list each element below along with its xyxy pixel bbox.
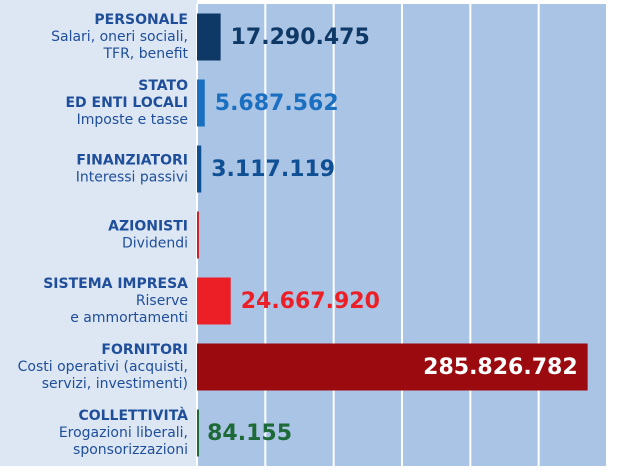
category-description: Imposte e tasse xyxy=(77,112,188,128)
bar xyxy=(197,145,202,193)
bar xyxy=(197,79,205,127)
category-description: TFR, benefit xyxy=(102,46,188,62)
bar xyxy=(197,343,588,391)
label-panel xyxy=(0,0,197,466)
category-description: Interessi passivi xyxy=(76,170,188,186)
category-label: AZIONISTI xyxy=(108,219,188,235)
category-description: Salari, oneri sociali, xyxy=(51,29,188,45)
category-description: Costi operativi (acquisti, xyxy=(18,359,188,375)
value-label: 24.667.920 xyxy=(241,289,380,314)
category-description: servizi, investimenti) xyxy=(42,376,188,392)
bar xyxy=(197,13,221,61)
category-description: Riserve xyxy=(136,293,188,309)
category-description: e ammortamenti xyxy=(70,310,188,326)
category-label: STATO xyxy=(138,78,188,94)
category-label: COLLETTIVITÀ xyxy=(78,407,188,424)
value-label: 84.155 xyxy=(207,421,292,446)
category-label: PERSONALE xyxy=(94,12,188,28)
category-label: FINANZIATORI xyxy=(76,153,188,169)
category-label: SISTEMA IMPRESA xyxy=(43,276,188,292)
category-label: FORNITORI xyxy=(101,342,188,358)
value-label: 5.687.562 xyxy=(215,91,339,116)
category-label: ED ENTI LOCALI xyxy=(65,95,188,111)
category-description: Dividendi xyxy=(122,236,188,252)
category-description: Erogazioni liberali, xyxy=(59,425,188,441)
value-label: 3.117.119 xyxy=(211,157,335,182)
value-label: 285.826.782 xyxy=(423,355,577,380)
value-label: 17.290.475 xyxy=(231,25,370,50)
category-description: sponsorizzazioni xyxy=(73,442,188,458)
bar xyxy=(197,277,231,325)
